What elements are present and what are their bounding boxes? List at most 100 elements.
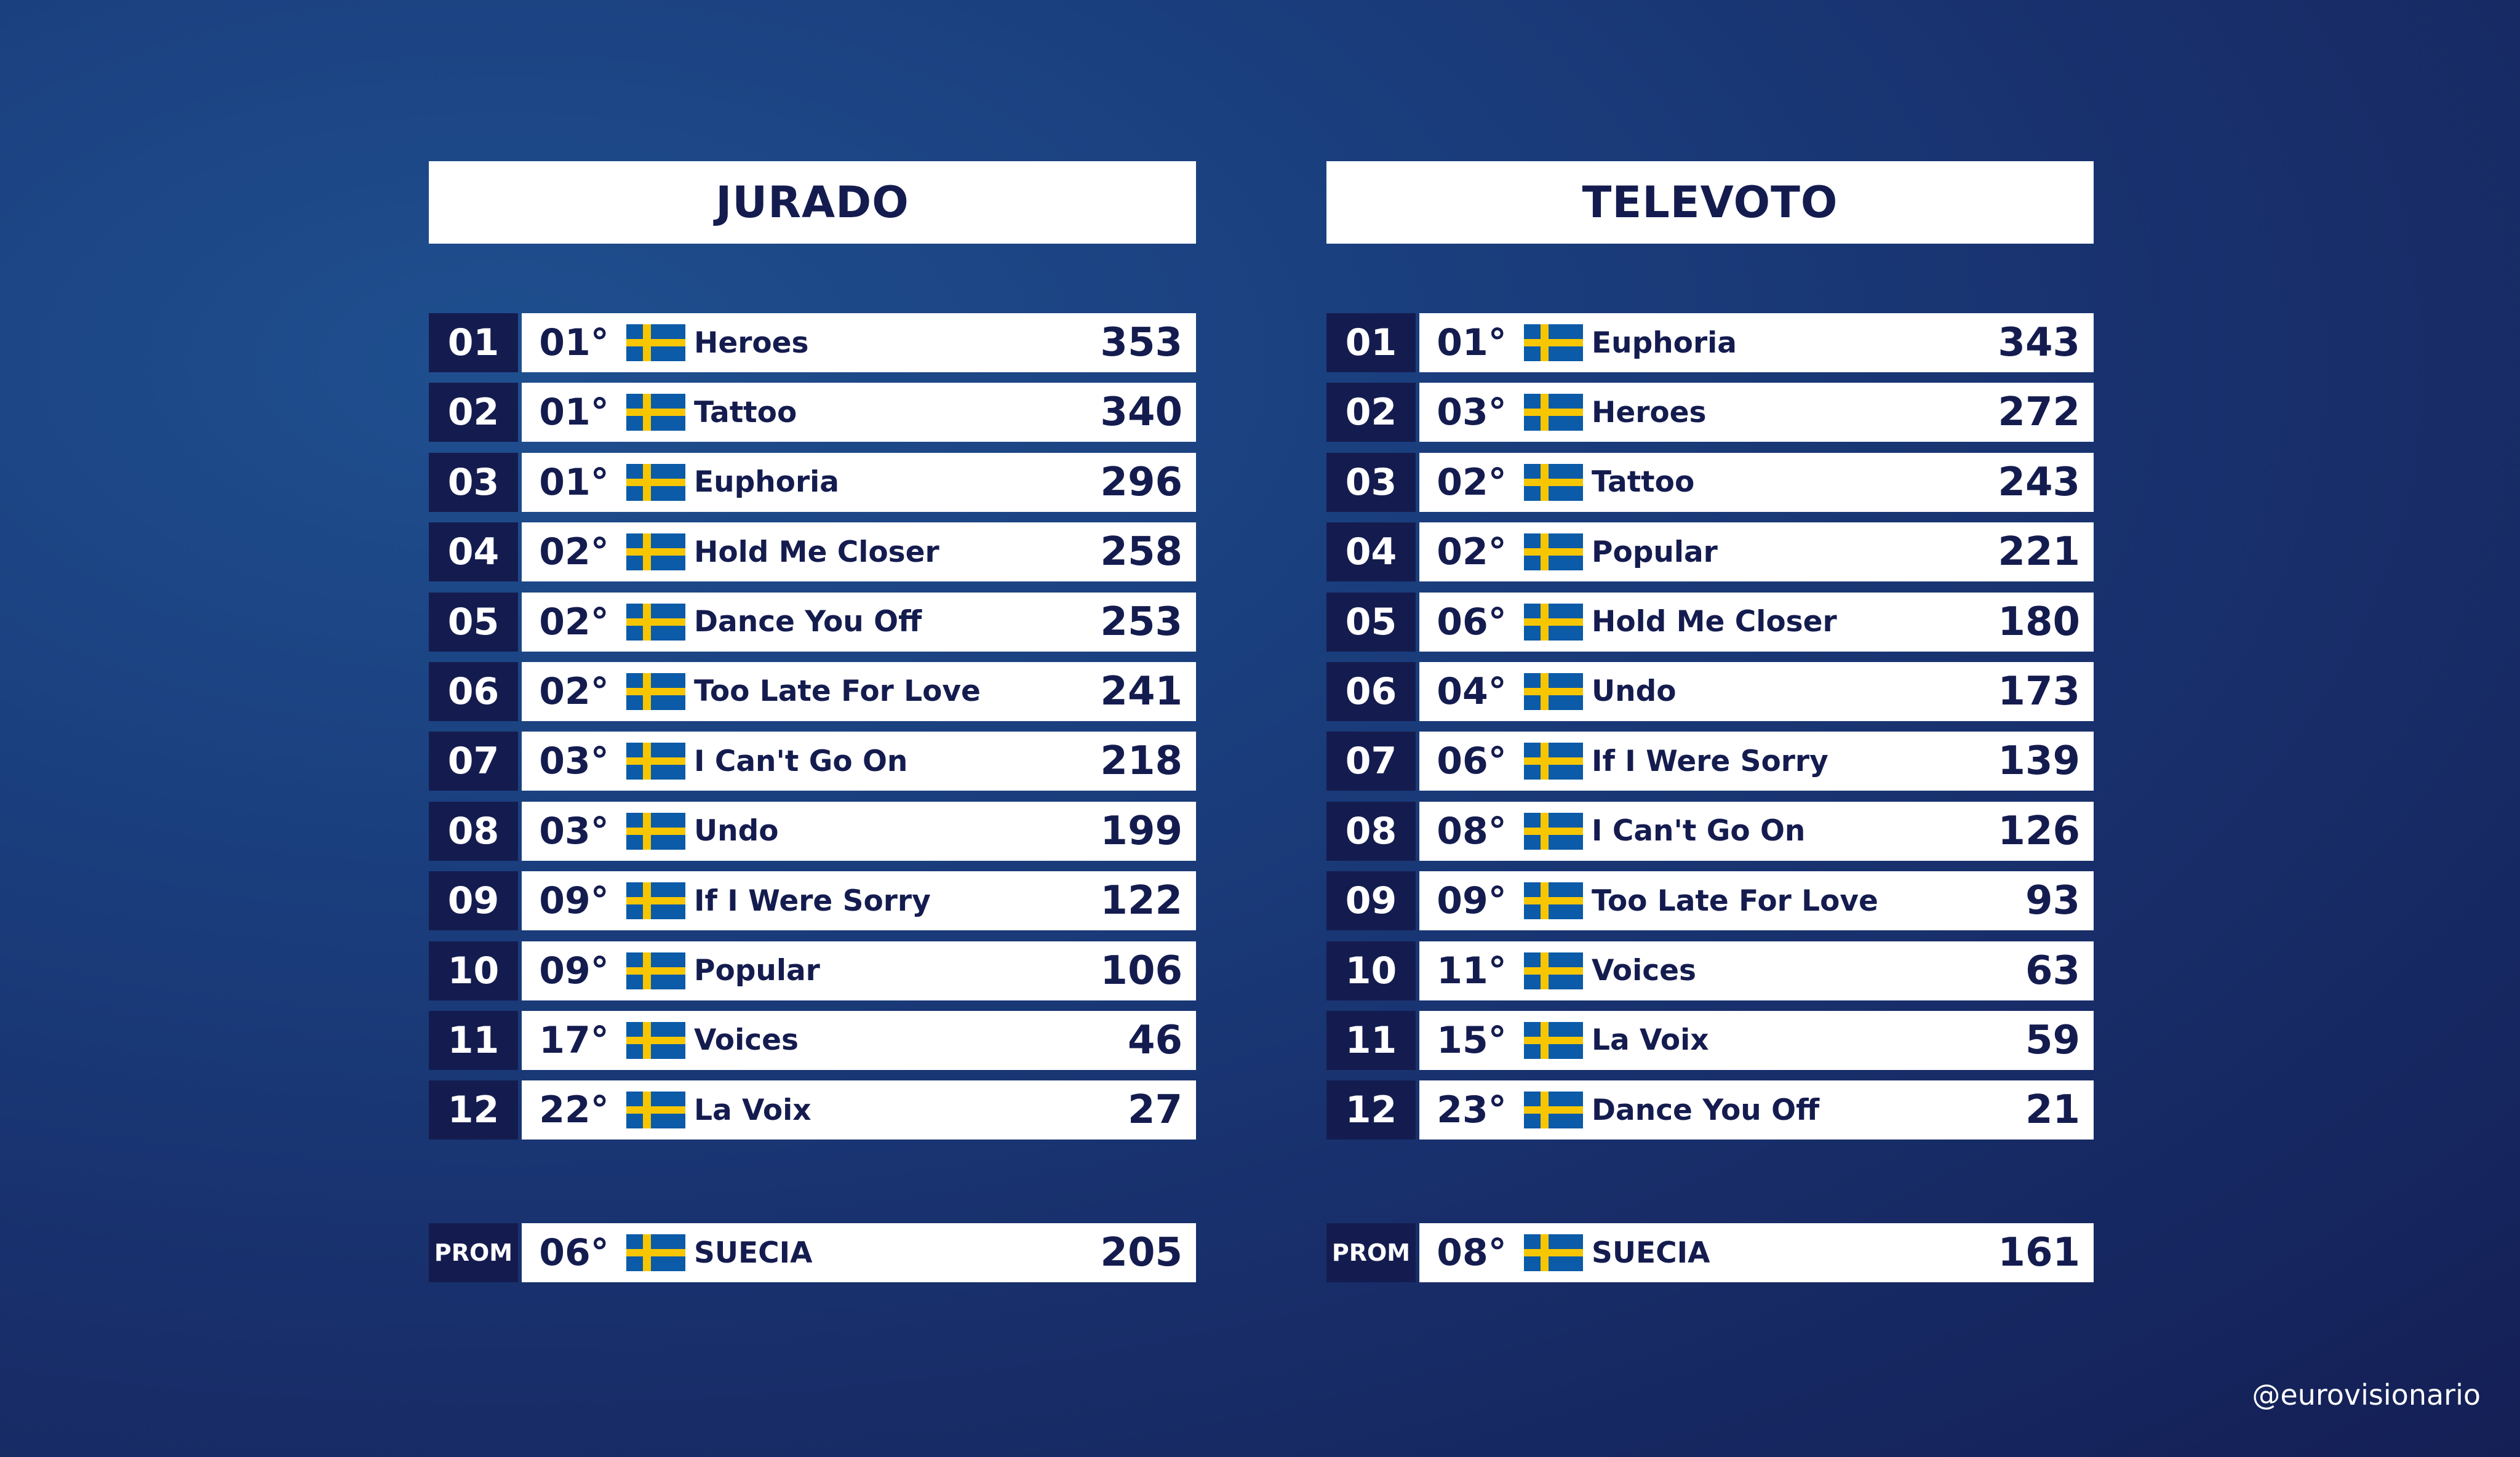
- table-row: 03 02° Tattoo 243: [1326, 452, 2094, 512]
- table-row: 07 06° If I Were Sorry 139: [1326, 732, 2094, 791]
- points: 343: [1998, 320, 2080, 365]
- placement: 03°: [539, 809, 609, 853]
- sweden-flag-icon: [626, 812, 685, 850]
- jurado-title: JURADO: [429, 161, 1196, 244]
- table-row: 01 01° Heroes 353: [429, 313, 1196, 372]
- points: 205: [1100, 1230, 1182, 1275]
- sweden-flag-icon: [626, 952, 685, 989]
- entry-cell: 02° Dance You Off 253: [522, 592, 1196, 652]
- entry-cell: 03° Heroes 272: [1419, 383, 2094, 442]
- points: 353: [1100, 320, 1182, 365]
- rank-number: 03: [1326, 452, 1416, 512]
- points: 27: [1127, 1087, 1182, 1133]
- entry-cell: 23° Dance You Off 21: [1419, 1080, 2094, 1140]
- sweden-flag-icon: [626, 673, 685, 710]
- prom-row: PROM 08° SUECIA 161: [1326, 1223, 2094, 1282]
- entry-cell: 11° Voices 63: [1419, 941, 2094, 1000]
- points: 161: [1998, 1230, 2080, 1275]
- sweden-flag-icon: [626, 743, 685, 780]
- placement: 09°: [1437, 879, 1507, 923]
- rank-number: 04: [429, 522, 518, 582]
- televoto-title: TELEVOTO: [1326, 161, 2094, 244]
- rank-number: 01: [1326, 313, 1416, 372]
- table-row: 06 02° Too Late For Love 241: [429, 661, 1196, 721]
- sweden-flag-icon: [1524, 952, 1583, 989]
- song-title: Hold Me Closer: [1592, 605, 1837, 639]
- placement: 01°: [539, 321, 609, 364]
- placement: 01°: [539, 460, 609, 504]
- placement: 08°: [1437, 809, 1507, 853]
- placement: 02°: [539, 669, 609, 713]
- table-row: 01 01° Euphoria 343: [1326, 313, 2094, 372]
- placement: 01°: [1437, 321, 1507, 364]
- televoto-panel: TELEVOTO 01 01° Euphoria 343 02 03° Heroes 272…: [1326, 161, 2094, 1282]
- table-row: 02 03° Heroes 272: [1326, 383, 2094, 442]
- entry-cell: 22° La Voix 27: [522, 1080, 1196, 1140]
- placement: 02°: [1437, 460, 1507, 504]
- rank-number: 08: [429, 801, 518, 861]
- points: 253: [1100, 599, 1182, 645]
- sweden-flag-icon: [1524, 1092, 1583, 1129]
- points: 218: [1100, 738, 1182, 784]
- sweden-flag-icon: [1524, 603, 1583, 641]
- points: 241: [1100, 668, 1182, 714]
- rank-number: 11: [1326, 1010, 1416, 1070]
- entry-cell: 01° Euphoria 343: [1419, 313, 2094, 372]
- placement: 22°: [539, 1088, 609, 1132]
- table-row: 06 04° Undo 173: [1326, 661, 2094, 721]
- placement: 06°: [1437, 740, 1507, 783]
- entry-cell: 06° If I Were Sorry 139: [1419, 732, 2094, 791]
- table-row: 05 02° Dance You Off 253: [429, 592, 1196, 652]
- placement: 06°: [539, 1231, 609, 1274]
- points: 93: [2025, 878, 2080, 924]
- sweden-flag-icon: [1524, 394, 1583, 431]
- placement: 09°: [539, 949, 609, 992]
- sweden-flag-icon: [1524, 812, 1583, 850]
- song-title: If I Were Sorry: [1592, 744, 1828, 778]
- rank-number: 05: [429, 592, 518, 652]
- points: 139: [1998, 738, 2080, 784]
- song-title: Hold Me Closer: [694, 535, 939, 569]
- song-title: Voices: [694, 1023, 799, 1058]
- rank-number: 07: [429, 732, 518, 791]
- song-title: La Voix: [694, 1093, 811, 1127]
- points: 126: [1998, 808, 2080, 854]
- placement: 15°: [1437, 1018, 1507, 1062]
- entry-cell: 09° If I Were Sorry 122: [522, 871, 1196, 931]
- points: 106: [1100, 948, 1182, 994]
- table-row: 12 23° Dance You Off 21: [1326, 1080, 2094, 1140]
- entry-cell: 09° Too Late For Love 93: [1419, 871, 2094, 931]
- sweden-flag-icon: [1524, 673, 1583, 710]
- song-title: Heroes: [1592, 395, 1707, 429]
- rank-number: 03: [429, 452, 518, 512]
- points: 221: [1998, 529, 2080, 575]
- sweden-flag-icon: [626, 324, 685, 361]
- table-row: 10 11° Voices 63: [1326, 941, 2094, 1000]
- song-title: Heroes: [694, 325, 809, 360]
- song-title: I Can't Go On: [694, 744, 908, 778]
- table-row: 11 15° La Voix 59: [1326, 1010, 2094, 1070]
- song-title: Too Late For Love: [1592, 884, 1878, 918]
- placement: 03°: [539, 740, 609, 783]
- song-title: Undo: [694, 814, 779, 848]
- song-title: Tattoo: [694, 395, 797, 429]
- rank-number: 04: [1326, 522, 1416, 582]
- rank-number: 07: [1326, 732, 1416, 791]
- entry-cell: 01° Heroes 353: [522, 313, 1196, 372]
- prom-label: PROM: [429, 1223, 518, 1282]
- table-row: 12 22° La Voix 27: [429, 1080, 1196, 1140]
- rank-number: 10: [1326, 941, 1416, 1000]
- points: 21: [2025, 1087, 2080, 1133]
- points: 180: [1998, 599, 2080, 645]
- song-title: Dance You Off: [1592, 1093, 1820, 1127]
- table-row: 09 09° If I Were Sorry 122: [429, 871, 1196, 931]
- rank-number: 05: [1326, 592, 1416, 652]
- entry-cell: 06° SUECIA 205: [522, 1223, 1196, 1282]
- table-row: 05 06° Hold Me Closer 180: [1326, 592, 2094, 652]
- credit-handle: @eurovisionario: [2252, 1378, 2481, 1411]
- placement: 03°: [1437, 391, 1507, 434]
- entry-cell: 09° Popular 106: [522, 941, 1196, 1000]
- entry-cell: 02° Tattoo 243: [1419, 452, 2094, 512]
- jurado-rows: 01 01° Heroes 353 02 01° Tattoo 340 03 01° Eupho…: [429, 313, 1196, 1140]
- song-title: Euphoria: [694, 465, 839, 500]
